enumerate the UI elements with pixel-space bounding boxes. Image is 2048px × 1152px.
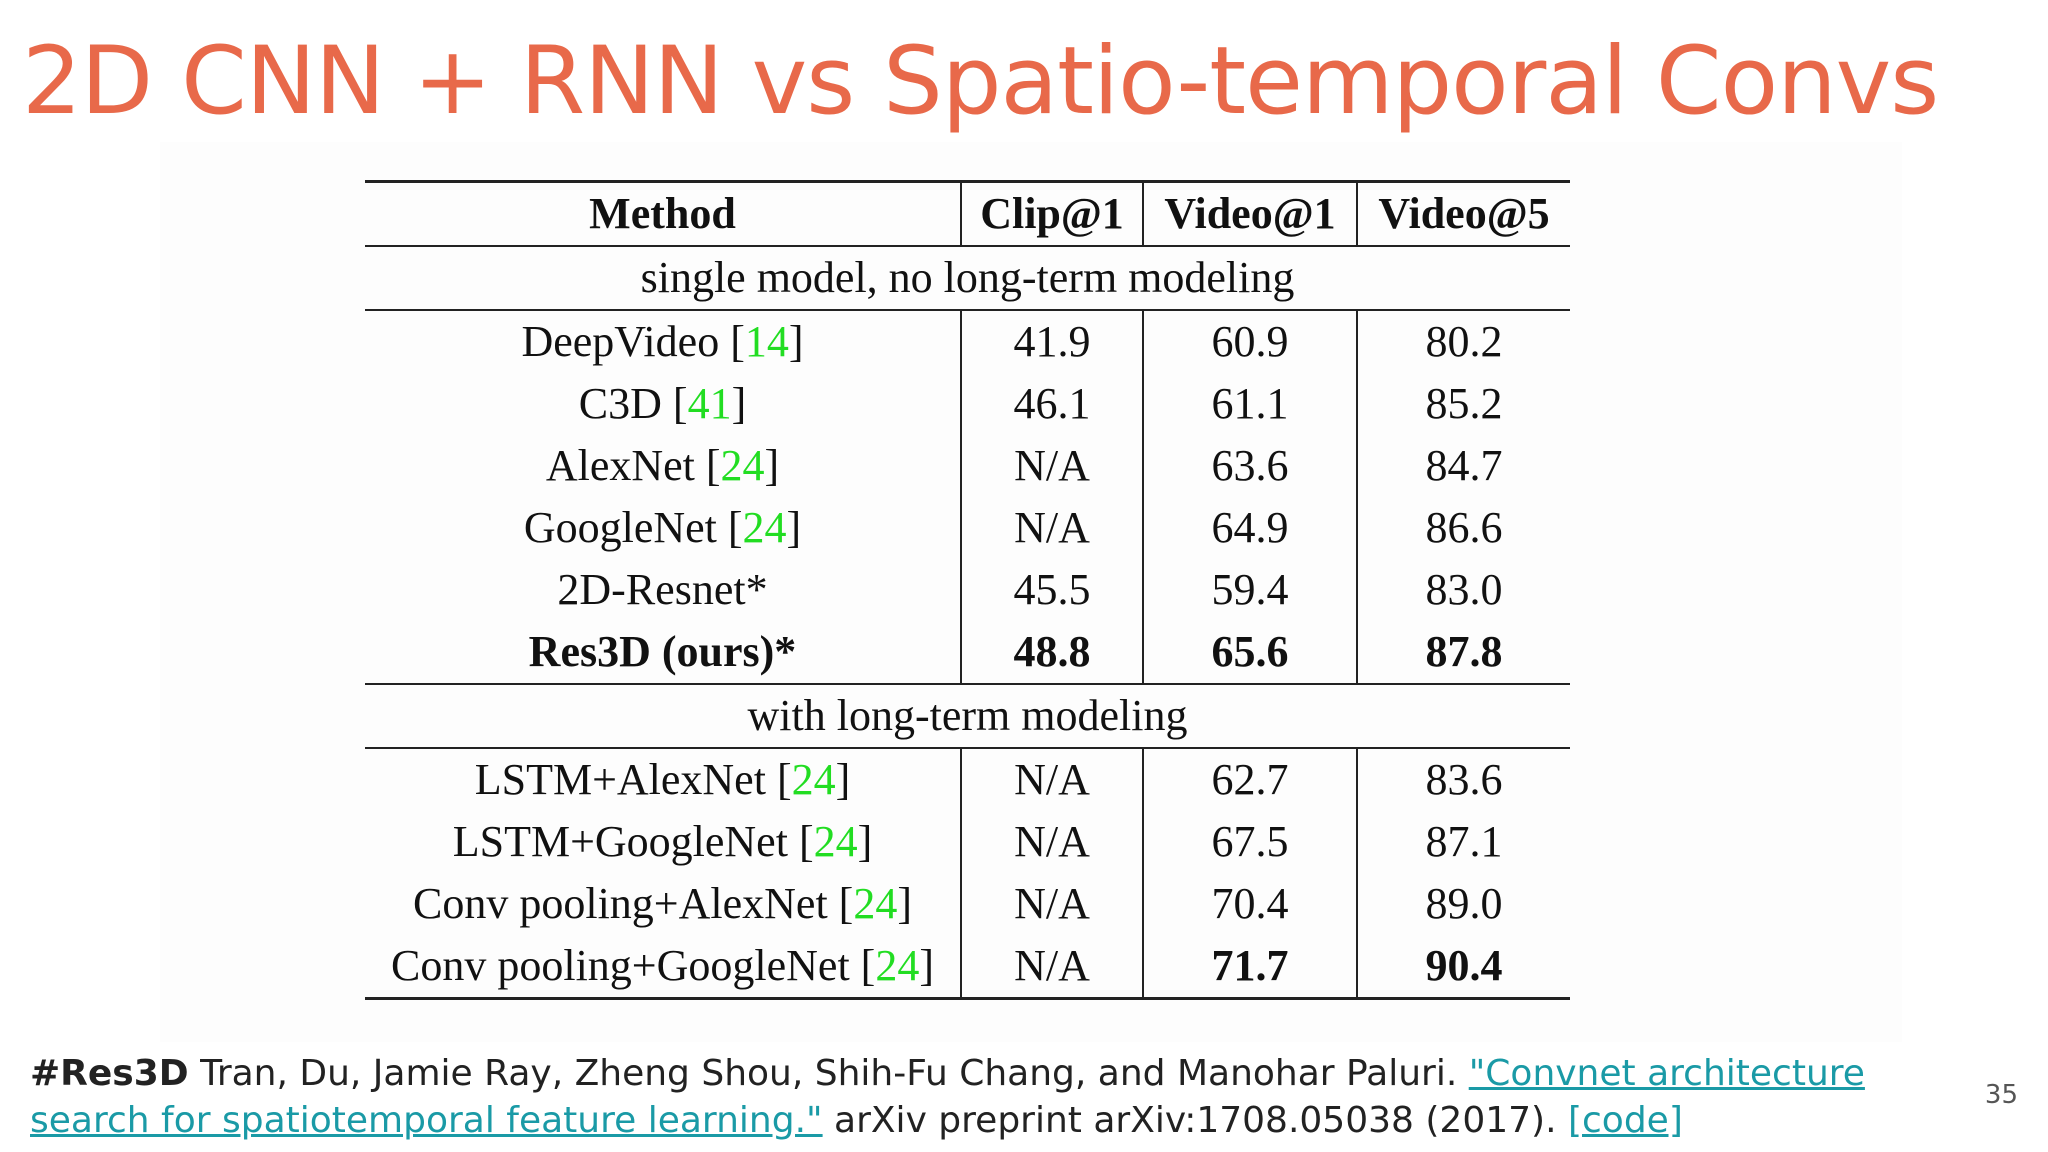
header-video1: Video@1 — [1142, 180, 1357, 247]
clip1-cell: N/A — [960, 748, 1143, 811]
video1-cell: 59.4 — [1142, 559, 1357, 621]
video5-cell: 87.1 — [1356, 811, 1570, 873]
video1-cell: 60.9 — [1142, 310, 1357, 373]
video5-cell: 86.6 — [1356, 497, 1570, 559]
video1-cell: 71.7 — [1142, 935, 1357, 1000]
slide-title: 2D CNN + RNN vs Spatio-temporal Convs — [22, 27, 1939, 136]
method-cell: LSTM+AlexNet [24] — [474, 755, 851, 804]
section-label: single model, no long-term modeling — [365, 246, 1570, 311]
video5-cell: 80.2 — [1356, 310, 1570, 373]
video5-cell: 84.7 — [1356, 435, 1570, 497]
clip1-cell: N/A — [960, 873, 1143, 935]
video5-cell: 83.0 — [1356, 559, 1570, 621]
results-table: Method Clip@1 Video@1 Video@5 single mod… — [365, 180, 1570, 1000]
citation-link[interactable]: 24 — [875, 941, 920, 990]
citation-link[interactable]: 24 — [813, 817, 858, 866]
citation-link[interactable]: 24 — [791, 755, 836, 804]
section-row: single model, no long-term modeling — [365, 246, 1570, 311]
citation-venue: arXiv preprint arXiv:1708.05038 (2017). — [822, 1100, 1568, 1141]
method-cell: Conv pooling+GoogleNet [24] — [365, 935, 961, 1000]
video1-cell: 63.6 — [1142, 435, 1357, 497]
video1-cell: 61.1 — [1142, 373, 1357, 435]
method-cell: AlexNet [24] — [545, 441, 780, 490]
clip1-cell: 41.9 — [960, 310, 1143, 373]
table-row: Conv pooling+GoogleNet [24] N/A 71.7 90.… — [365, 935, 1570, 1000]
table-row: C3D [41] 46.1 61.1 85.2 — [365, 373, 1570, 435]
method-cell: 2D-Resnet* — [557, 565, 768, 614]
video1-cell: 67.5 — [1142, 811, 1357, 873]
citation-link[interactable]: 24 — [853, 879, 898, 928]
citation-link[interactable]: 14 — [744, 317, 789, 366]
video5-cell: 85.2 — [1356, 373, 1570, 435]
video5-cell: 83.6 — [1356, 748, 1570, 811]
citation-footer: #Res3D Tran, Du, Jamie Ray, Zheng Shou, … — [30, 1050, 1930, 1144]
video5-cell: 89.0 — [1356, 873, 1570, 935]
video5-cell: 87.8 — [1356, 621, 1570, 685]
clip1-cell: 45.5 — [960, 559, 1143, 621]
paper-link[interactable]: "Convnet architecture search for spatiot… — [30, 1053, 1865, 1141]
citation-link[interactable]: 41 — [687, 379, 732, 428]
header-clip1: Clip@1 — [960, 180, 1143, 247]
table-row: Conv pooling+AlexNet [24] N/A 70.4 89.0 — [365, 873, 1570, 935]
method-cell: DeepVideo [14] — [521, 317, 804, 366]
table-row: LSTM+AlexNet [24] N/A 62.7 83.6 — [365, 748, 1570, 811]
method-cell: C3D [41] — [578, 379, 747, 428]
citation-authors: Tran, Du, Jamie Ray, Zheng Shou, Shih-Fu… — [188, 1053, 1469, 1094]
citation-link[interactable]: 24 — [720, 441, 765, 490]
page-number: 35 — [1984, 1080, 2018, 1110]
method-cell: LSTM+GoogleNet [24] — [452, 817, 873, 866]
table-row-ours: Res3D (ours)* 48.8 65.6 87.8 — [365, 621, 1570, 685]
table-row: DeepVideo [14] 41.9 60.9 80.2 — [365, 310, 1570, 373]
video1-cell: 65.6 — [1142, 621, 1357, 685]
clip1-cell: 46.1 — [960, 373, 1143, 435]
method-cell: GoogleNet [24] — [523, 503, 802, 552]
header-method: Method — [365, 180, 961, 247]
method-cell: Conv pooling+AlexNet [24] — [413, 879, 912, 928]
clip1-cell: N/A — [960, 935, 1143, 1000]
video1-cell: 70.4 — [1142, 873, 1357, 935]
method-cell: Res3D (ours)* — [365, 621, 961, 685]
clip1-cell: N/A — [960, 497, 1143, 559]
table-row: AlexNet [24] N/A 63.6 84.7 — [365, 435, 1570, 497]
header-video5: Video@5 — [1356, 180, 1570, 247]
code-link[interactable]: [code] — [1567, 1100, 1683, 1141]
clip1-cell: N/A — [960, 811, 1143, 873]
clip1-cell: N/A — [960, 435, 1143, 497]
section-label: with long-term modeling — [365, 684, 1570, 749]
table-row: LSTM+GoogleNet [24] N/A 67.5 87.1 — [365, 811, 1570, 873]
table-row: 2D-Resnet* 45.5 59.4 83.0 — [365, 559, 1570, 621]
table-header-row: Method Clip@1 Video@1 Video@5 — [365, 180, 1570, 247]
video5-cell: 90.4 — [1356, 935, 1570, 1000]
video1-cell: 64.9 — [1142, 497, 1357, 559]
clip1-cell: 48.8 — [960, 621, 1143, 685]
citation-link[interactable]: 24 — [742, 503, 787, 552]
video1-cell: 62.7 — [1142, 748, 1357, 811]
section-row: with long-term modeling — [365, 684, 1570, 749]
table-row: GoogleNet [24] N/A 64.9 86.6 — [365, 497, 1570, 559]
citation-tag: #Res3D — [30, 1053, 189, 1094]
